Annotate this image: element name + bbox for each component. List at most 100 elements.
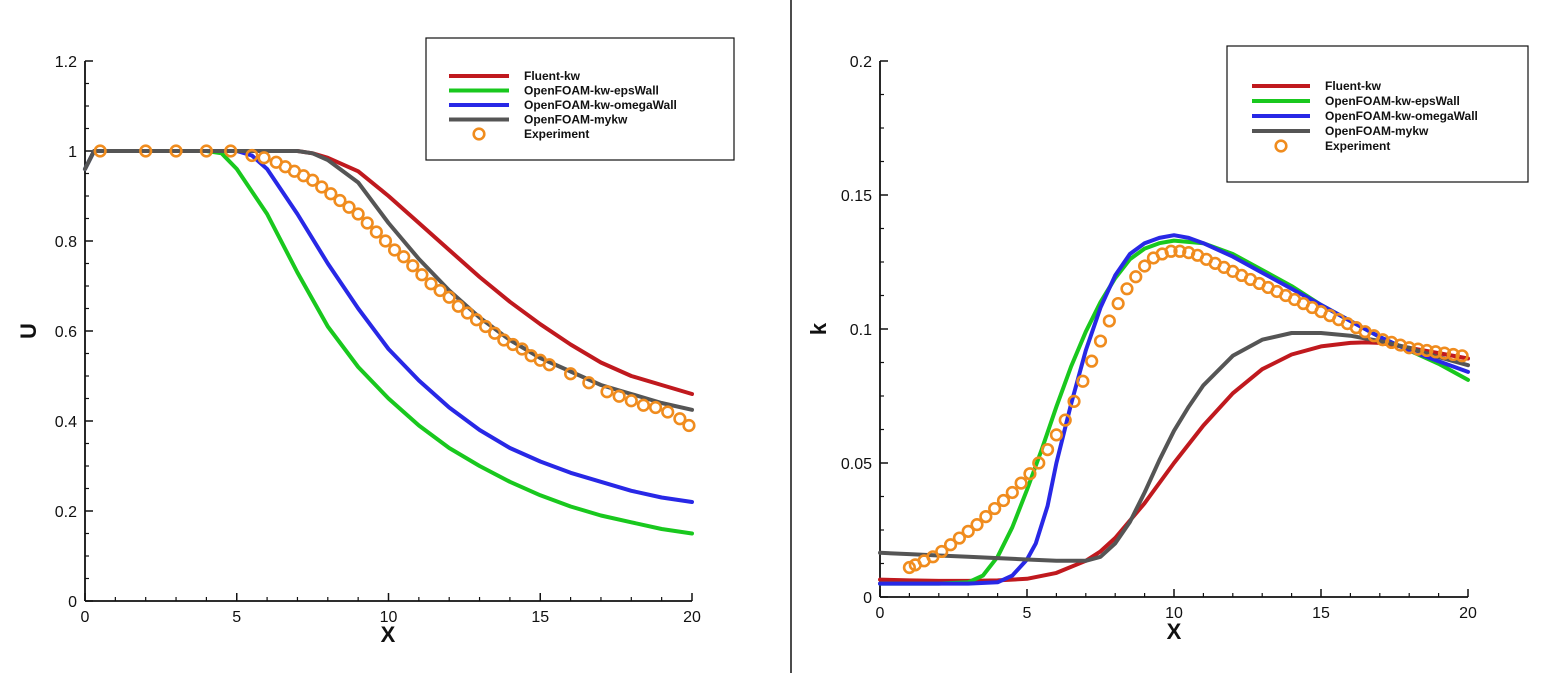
data-point-experiment [360,216,374,230]
legend-label-fluent-kw: Fluent-kw [524,69,581,83]
x-axis-title: X [381,622,396,647]
data-point-experiment [351,207,365,221]
data-point-experiment [979,509,993,524]
x-tick-label: 5 [1023,605,1032,622]
legend-label-openfoam-kw-omegawall: OpenFOAM-kw-omegaWall [1325,109,1478,123]
y-axis-title: U [16,323,41,339]
legend-marker-experiment [1274,139,1288,153]
x-tick-label: 10 [1165,605,1183,622]
data-point-experiment [1446,347,1460,362]
legend-marker-experiment [472,127,486,141]
data-point-experiment [342,200,356,214]
legend-label-openfoam-kw-omegawall: OpenFOAM-kw-omegaWall [524,98,677,112]
data-point-experiment [139,144,153,158]
data-point-experiment [199,144,213,158]
data-point-experiment [1420,343,1434,358]
x-tick-label: 20 [1459,605,1477,622]
series-experiment [902,244,1469,575]
data-point-experiment [460,306,475,320]
y-tick-label: 0.1 [850,322,872,339]
legend-label-openfoam-kw-epswall: OpenFOAM-kw-epsWall [524,84,659,98]
data-point-experiment [257,151,271,165]
data-point-experiment [661,405,675,419]
y-tick-label: 0 [863,590,872,607]
data-point-experiment [1455,349,1469,363]
data-point-experiment [1129,270,1143,284]
data-point-experiment [648,400,663,415]
data-point-experiment [245,148,259,163]
y-tick-label: 0.15 [841,188,872,205]
data-point-experiment [93,144,107,158]
data-point-experiment [515,342,529,356]
data-point-experiment [324,187,338,201]
series-line-openfoam-mykw [878,331,1470,563]
data-point-experiment [673,412,687,426]
data-point-experiment [1058,413,1072,427]
series-line-fluent-kw [83,149,694,396]
y-tick-label: 1.2 [55,54,77,71]
y-tick-label: 0.4 [55,414,77,431]
legend-label-experiment: Experiment [1325,139,1390,153]
data-point-experiment [1005,485,1019,500]
data-point-experiment [1076,374,1090,388]
data-point-experiment [397,250,411,264]
legend-label-fluent-kw: Fluent-kw [1325,79,1382,93]
data-point-experiment [961,524,975,538]
tke-chart: 00.050.10.150.20 5 10 15 20XkFluent-kwOpenFO… [806,45,1529,644]
data-point-experiment [1402,341,1416,355]
x-tick-label: 5 [232,609,241,626]
data-point-experiment [433,283,447,298]
data-point-experiment [451,299,465,313]
data-point-experiment [542,358,556,372]
series-line-openfoam-kw-omegawall [878,233,1470,586]
legend-label-experiment: Experiment [524,127,589,141]
series-experiment [93,144,696,433]
data-point-experiment [306,173,320,187]
data-point-experiment [333,193,347,208]
y-tick-label: 0.05 [841,456,872,473]
data-point-experiment [636,398,651,412]
series-line-openfoam-kw-epswall [83,149,694,536]
data-point-experiment [369,225,383,239]
data-point-experiment [424,277,438,291]
data-point-experiment [612,389,626,403]
legend-label-openfoam-mykw: OpenFOAM-mykw [524,113,628,127]
y-tick-label: 0.6 [55,324,77,341]
data-point-experiment [415,268,429,282]
data-point-experiment [1067,394,1081,408]
data-point-experiment [682,418,696,433]
x-tick-label: 0 [876,605,885,622]
series-line-openfoam-mykw [83,149,694,412]
data-point-experiment [1411,342,1425,356]
data-point-experiment [1102,314,1116,328]
data-point-experiment [1093,334,1108,348]
data-point-experiment [1137,259,1152,273]
y-tick-label: 0.2 [55,504,77,521]
series-line-fluent-kw [878,340,1470,583]
x-axis-title: X [1167,619,1182,644]
data-point-experiment [1111,296,1125,311]
y-axis-title: k [806,322,831,335]
data-point-experiment [1023,467,1037,481]
data-point-experiment [1120,282,1134,296]
data-point-experiment [224,144,238,158]
y-tick-label: 0 [68,594,77,611]
data-point-experiment [1014,476,1028,490]
data-point-experiment [469,313,484,327]
series-line-openfoam-kw-omegawall [83,149,694,504]
data-point-experiment [479,319,493,334]
y-tick-label: 0.8 [55,234,77,251]
data-point-experiment [378,234,393,248]
data-point-experiment [952,531,966,545]
y-tick-label: 1 [68,144,77,161]
data-point-experiment [406,259,420,273]
data-point-experiment [1164,244,1178,258]
data-point-experiment [624,394,638,408]
data-point-experiment [1032,456,1046,470]
data-point-experiment [1049,428,1063,442]
x-tick-label: 15 [1312,605,1330,622]
data-point-experiment [600,385,614,399]
data-point-experiment [1085,354,1099,368]
x-tick-label: 20 [683,609,701,626]
